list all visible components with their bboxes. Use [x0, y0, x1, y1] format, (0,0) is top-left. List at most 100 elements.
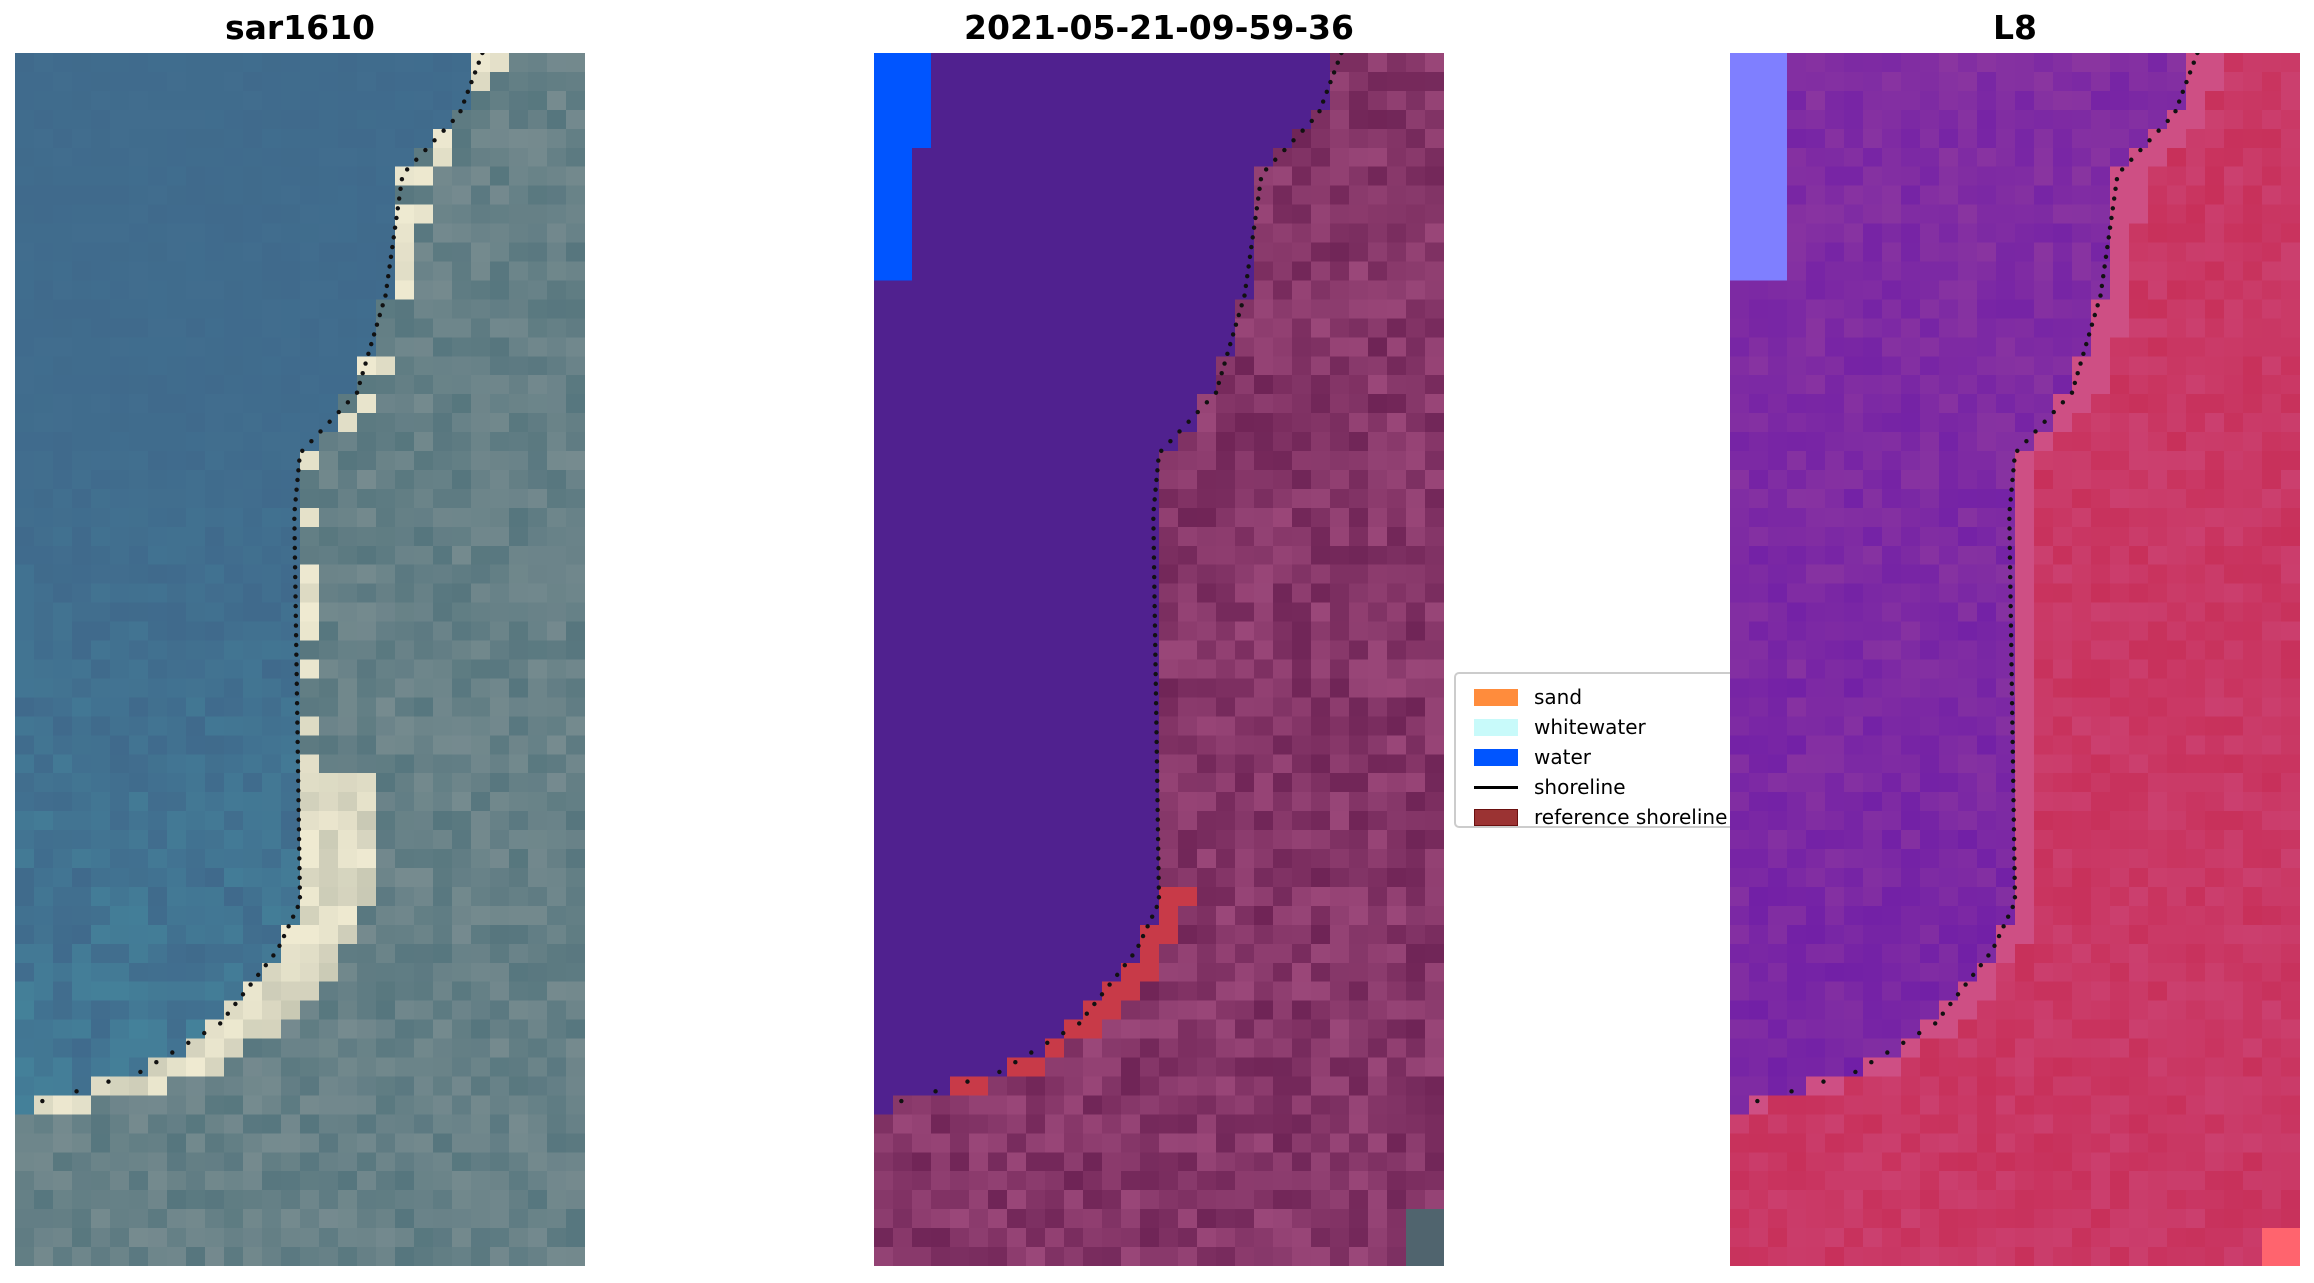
shoreline-point	[154, 1060, 159, 1065]
shoreline-point	[2051, 409, 2056, 415]
shoreline-point	[1152, 603, 1157, 609]
shoreline-point	[1755, 1098, 1760, 1104]
shoreline-point	[292, 516, 297, 521]
shoreline-point	[294, 691, 300, 696]
shoreline-point	[294, 652, 299, 657]
shoreline-point	[292, 555, 298, 560]
shoreline-point	[2012, 875, 2017, 881]
shoreline-point	[1153, 671, 1158, 677]
shoreline-point	[1152, 623, 1158, 628]
shoreline-point	[1309, 118, 1314, 124]
shoreline-overlay	[899, 53, 1344, 1104]
sar-image	[15, 53, 585, 1266]
shoreline-point	[360, 371, 365, 376]
shoreline-point	[1156, 865, 1161, 871]
shoreline-point	[1155, 807, 1160, 813]
shoreline-point	[1154, 477, 1159, 483]
shoreline-point	[296, 778, 301, 783]
shoreline-point	[1254, 206, 1260, 211]
shoreline-point	[2009, 671, 2014, 677]
shoreline-point	[458, 109, 463, 114]
shoreline-point	[295, 768, 301, 774]
shoreline-point	[1154, 739, 1159, 745]
shoreline-point	[271, 953, 276, 958]
shoreline-point	[1250, 235, 1255, 240]
shoreline-point	[465, 89, 471, 95]
shoreline-point	[380, 303, 385, 308]
shoreline-point	[233, 1001, 238, 1007]
shoreline-point	[1869, 1060, 1874, 1065]
shoreline-point	[2011, 836, 2017, 842]
shoreline-point	[1940, 1011, 1945, 1016]
shoreline-point	[1219, 371, 1224, 376]
shoreline-point	[1917, 1030, 1922, 1036]
shoreline-point	[336, 409, 341, 415]
shoreline-point	[2156, 128, 2161, 133]
shoreline-point	[2015, 448, 2020, 454]
shoreline-point	[1151, 545, 1156, 551]
shoreline-point	[2011, 778, 2016, 783]
shoreline-point	[414, 157, 419, 162]
shoreline-point	[1236, 312, 1241, 318]
shoreline-point	[2010, 749, 2015, 754]
shoreline-point	[295, 739, 300, 745]
shoreline-point	[1130, 953, 1135, 958]
shoreline-point	[2009, 487, 2014, 492]
shoreline-point	[2111, 196, 2117, 201]
shoreline-point	[371, 332, 377, 337]
l8-image-panel	[1730, 53, 2300, 1266]
shoreline-point	[1151, 536, 1156, 541]
shoreline-overlay	[40, 53, 485, 1104]
shoreline-point	[2010, 730, 2015, 735]
shoreline-point	[1136, 943, 1141, 948]
shoreline-point	[296, 798, 301, 803]
shoreline-point	[1153, 700, 1159, 706]
classified-image-panel	[874, 53, 1444, 1266]
shoreline-point	[2187, 70, 2193, 75]
shoreline-point	[377, 312, 382, 318]
shoreline-point	[202, 1030, 207, 1036]
shoreline-point	[297, 458, 302, 463]
shoreline-point	[1159, 448, 1164, 454]
shoreline-point	[1216, 380, 1222, 386]
shoreline-point	[1156, 885, 1161, 890]
shoreline-point	[357, 380, 363, 386]
shoreline-point	[2012, 846, 2017, 851]
shoreline-point	[2008, 623, 2014, 628]
legend-label: whitewater	[1534, 715, 1646, 739]
shoreline-point	[1821, 1079, 1826, 1084]
water-swatch	[1474, 748, 1518, 766]
shoreline-point	[363, 361, 368, 366]
shoreline-point	[2092, 312, 2097, 318]
shoreline-point	[1084, 1011, 1089, 1016]
shoreline-point	[1156, 875, 1161, 881]
shoreline-point	[1317, 109, 1322, 114]
shoreline-point	[2007, 536, 2012, 541]
shoreline-point	[2008, 574, 2013, 580]
shoreline-point	[2007, 565, 2013, 570]
shoreline-point	[1151, 565, 1157, 570]
shoreline-point	[1228, 341, 1233, 347]
shoreline-point	[2033, 429, 2038, 434]
shoreline-point	[997, 1069, 1002, 1075]
shoreline-point	[2012, 865, 2017, 871]
shoreline-point	[1955, 992, 1961, 997]
shoreline-point	[1156, 895, 1162, 900]
shoreline-point	[295, 749, 300, 754]
shoreline-point	[294, 642, 299, 648]
shoreline-point	[1246, 264, 1251, 269]
shoreline-point	[218, 1021, 223, 1026]
shoreline-point	[292, 526, 297, 531]
shoreline-point	[1324, 89, 1330, 95]
shoreline-point	[2129, 157, 2134, 162]
shoreline-point	[1331, 70, 1337, 75]
shoreline-point	[2011, 807, 2016, 813]
shoreline-point	[240, 992, 246, 997]
shoreline-point	[1045, 1040, 1050, 1046]
shoreline-point	[1242, 293, 1247, 298]
shoreline-point	[374, 322, 380, 327]
shoreline-point	[1154, 759, 1160, 764]
shoreline-point	[394, 215, 399, 221]
shoreline-point	[1853, 1069, 1858, 1075]
shoreline-point	[1115, 972, 1120, 978]
